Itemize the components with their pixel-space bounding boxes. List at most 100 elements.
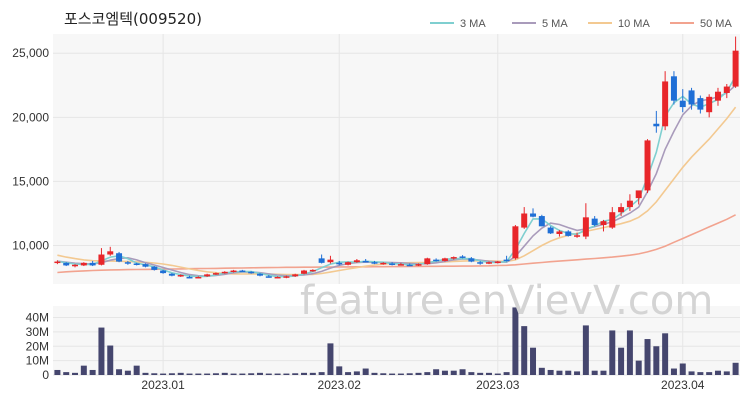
volume-bar	[626, 330, 633, 375]
volume-y-tick-label: 30M	[26, 325, 49, 339]
candle-body	[80, 262, 87, 266]
price-y-tick-label: 15,000	[12, 174, 49, 188]
candle-body	[318, 258, 325, 263]
candle-body	[441, 258, 448, 261]
candle-body	[362, 260, 369, 263]
x-tick-label: 2023.01	[141, 378, 185, 392]
candle-body	[186, 276, 193, 279]
volume-bar	[415, 372, 422, 375]
candle-body	[521, 213, 528, 228]
volume-bar	[318, 372, 325, 375]
volume-bar	[468, 372, 475, 375]
candle-body	[301, 270, 308, 274]
candle-body	[450, 257, 457, 259]
candle-body	[653, 123, 660, 127]
volume-bar	[160, 373, 167, 375]
volume-bar	[503, 372, 510, 375]
volume-bar	[706, 372, 713, 375]
volume-bar	[662, 333, 669, 375]
volume-bar	[538, 367, 545, 375]
candle-body	[292, 274, 299, 277]
candle-body	[662, 81, 669, 127]
x-tick-label: 2023.03	[476, 378, 520, 392]
volume-bar	[177, 372, 184, 375]
volume-y-tick-label: 0	[42, 368, 49, 382]
volume-bar	[63, 372, 70, 375]
candle-body	[63, 262, 70, 266]
candle-body	[714, 91, 721, 101]
candle-body	[406, 264, 413, 267]
candle-body	[538, 216, 545, 227]
volume-bar	[80, 365, 87, 375]
candle-body	[530, 213, 537, 217]
candle-body	[221, 271, 228, 274]
candle-body	[248, 271, 255, 274]
volume-y-tick-label: 40M	[26, 311, 49, 325]
volume-bar	[362, 368, 369, 375]
volume-bar	[450, 370, 457, 375]
candle-body	[151, 266, 158, 270]
volume-bar	[389, 373, 396, 375]
candle-body	[168, 273, 175, 276]
candle-body	[477, 262, 484, 264]
volume-bar	[714, 370, 721, 375]
volume-bar	[600, 370, 607, 375]
volume-bar	[124, 370, 131, 375]
candle-body	[424, 258, 431, 265]
candle-body	[327, 259, 334, 263]
candle-body	[107, 251, 114, 255]
candle-body	[309, 269, 316, 272]
chart-legend: 3 MA 5 MA 10 MA 50 MA	[430, 18, 732, 30]
candle-body	[503, 259, 510, 262]
volume-bar	[723, 371, 730, 375]
candle-body	[54, 261, 61, 264]
volume-bar	[89, 369, 96, 375]
volume-bar	[327, 343, 334, 375]
candle-body	[230, 270, 237, 273]
candle-body	[512, 226, 519, 259]
candle-body	[204, 274, 211, 277]
candle-body	[265, 276, 272, 278]
candle-body	[72, 264, 79, 267]
candle-body	[274, 276, 281, 279]
volume-bar	[256, 372, 263, 375]
ma3-line	[57, 75, 737, 278]
volume-bar	[644, 339, 651, 375]
volume-bar	[336, 366, 343, 375]
candlestick-series	[54, 36, 739, 279]
candle-body	[626, 200, 633, 208]
price-gridlines	[53, 34, 740, 284]
candle-body	[732, 50, 739, 87]
candle-body	[433, 259, 440, 262]
volume-bar	[406, 373, 413, 375]
volume-bar	[477, 372, 484, 375]
candle-body	[195, 276, 202, 279]
price-y-tick-label: 20,000	[12, 110, 49, 124]
volume-bar	[133, 365, 140, 375]
candle-body	[468, 258, 475, 262]
candle-body	[618, 207, 625, 213]
price-y-tick-label: 25,000	[12, 46, 49, 60]
volume-y-tick-label: 20M	[26, 339, 49, 353]
legend-label: 3 MA	[460, 18, 486, 30]
candle-body	[494, 261, 501, 264]
candle-body	[371, 262, 378, 264]
candle-body	[89, 262, 96, 266]
legend-label: 10 MA	[618, 18, 650, 30]
volume-bar	[494, 373, 501, 375]
candle-body	[283, 276, 290, 278]
ma5-line	[57, 84, 737, 278]
candle-body	[380, 262, 387, 265]
volume-bar	[556, 370, 563, 375]
volume-bar	[697, 372, 704, 375]
candle-body	[336, 262, 343, 265]
candle-body	[485, 262, 492, 264]
chart-title: 포스코엠텍(009520)	[64, 10, 202, 28]
candle-body	[591, 218, 598, 226]
volume-bar	[345, 372, 352, 375]
volume-bar	[195, 373, 202, 375]
candle-body	[459, 256, 466, 258]
volume-bar	[116, 369, 123, 375]
